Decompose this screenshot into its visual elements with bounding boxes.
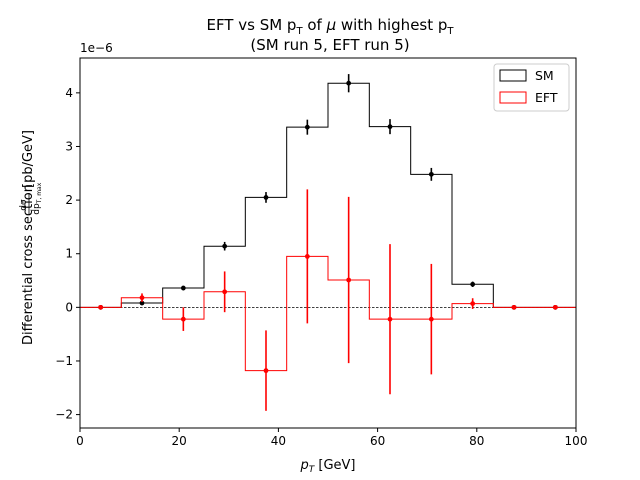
- svg-text:Differential cross section: Differential cross section: [21, 184, 36, 345]
- y-tick-label: −2: [55, 408, 73, 422]
- axes-frame: [79, 57, 577, 429]
- data-point-sm: [346, 80, 352, 86]
- svg-text:[pb/GeV]: [pb/GeV]: [21, 130, 36, 188]
- data-point-sm: [428, 171, 434, 177]
- legend-swatch-eft: [499, 91, 527, 104]
- data-point-sm: [304, 124, 310, 130]
- y-tick-label: −1: [55, 354, 73, 368]
- data-point-eft: [139, 295, 145, 301]
- y-tick-label: 4: [65, 86, 73, 100]
- data-point-sm: [387, 124, 393, 130]
- legend-box: [493, 63, 570, 112]
- legend-label-sm: SM: [535, 68, 554, 83]
- plot-area: [80, 74, 576, 411]
- data-point-eft: [98, 304, 104, 310]
- data-point-eft: [222, 289, 228, 295]
- x-tick-label: 20: [172, 434, 187, 448]
- y-tick-label: 0: [65, 300, 73, 314]
- chart-title: EFT vs SM pT of μ with highest pT: [206, 16, 454, 37]
- x-tick-label: 0: [76, 434, 84, 448]
- x-axis-label: pT [GeV]: [299, 458, 355, 475]
- data-point-sm: [180, 285, 186, 291]
- series-step-sm: [80, 82, 576, 308]
- y-tick-label: 2: [65, 193, 73, 207]
- data-point-sm: [263, 195, 269, 200]
- data-point-sm: [222, 243, 228, 249]
- chart-subtitle: (SM run 5, EFT run 5): [250, 36, 409, 54]
- y-tick-label: 1: [65, 247, 73, 261]
- y-offset-label: 1e−6: [80, 41, 113, 55]
- svg-text:T, max: T, max: [36, 182, 43, 204]
- data-point-eft: [470, 301, 476, 306]
- axis-ticks: 0 20 40 60 80 100 −2 −1 0 1 2 3 4: [55, 86, 587, 448]
- data-point-eft: [304, 254, 310, 259]
- data-point-sm: [139, 300, 145, 306]
- x-tick-label: 60: [370, 434, 385, 448]
- legend-swatch-sm: [499, 69, 527, 82]
- legend: SM EFT: [493, 63, 570, 112]
- data-point-eft: [263, 368, 269, 374]
- svg-text:dp: dp: [32, 203, 42, 215]
- legend-label-eft: EFT: [535, 90, 558, 105]
- data-point-eft: [180, 316, 186, 322]
- series-step-eft: [80, 255, 576, 372]
- data-point-eft: [346, 277, 352, 283]
- svg-text:dσ: dσ: [19, 199, 29, 211]
- x-tick-label: 100: [565, 434, 588, 448]
- data-point-eft: [552, 304, 558, 310]
- x-tick-label: 40: [271, 434, 286, 448]
- data-point-eft: [428, 316, 434, 322]
- y-axis-label: Differential cross section dσ dp T, max …: [19, 130, 43, 345]
- data-point-sm: [470, 281, 476, 287]
- y-tick-label: 3: [65, 139, 73, 153]
- data-point-eft: [511, 304, 517, 310]
- x-tick-label: 80: [469, 434, 484, 448]
- data-point-eft: [387, 316, 393, 322]
